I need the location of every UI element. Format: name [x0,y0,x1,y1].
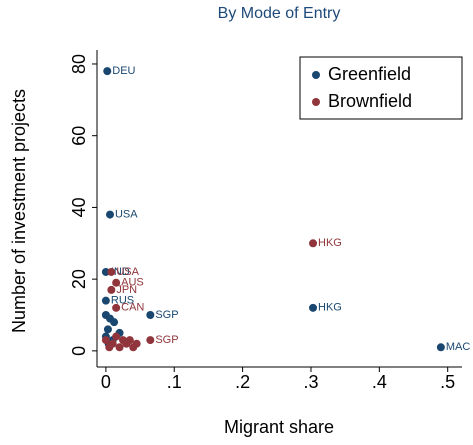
legend-marker [312,71,320,79]
point [436,343,445,352]
point-label: USA [116,266,139,278]
point [132,339,141,348]
point-label: AUS [121,277,144,289]
point [101,336,110,345]
point [125,336,134,345]
point-label: HKG [318,302,342,314]
point [112,303,121,312]
point [107,267,116,276]
point [103,325,112,334]
point [107,285,116,294]
point-label: SGP [155,309,178,321]
x-tick-label: .5 [440,372,455,392]
point-label: RUS [111,295,134,307]
point [101,296,110,305]
y-tick-label: 60 [69,126,89,146]
point [112,332,121,341]
point-label: HKG [318,237,342,249]
point [309,303,318,312]
point [101,267,110,276]
point-label: USA [115,208,138,220]
point [118,336,127,345]
point [110,318,119,327]
point [309,239,318,248]
legend-box [299,56,463,120]
point [146,336,155,345]
point [103,67,112,76]
x-tick-label: .3 [303,372,318,392]
x-tick-label: .2 [235,372,250,392]
y-tick-label: 80 [69,54,89,74]
x-tick-label: .1 [167,372,182,392]
point [115,343,124,352]
x-axis-title: Migrant share [224,417,334,437]
y-tick-label: 0 [69,346,89,356]
point [105,210,114,219]
point [112,278,121,287]
point-label: DEU [112,65,135,77]
point-label: IND [111,266,130,278]
y-tick-label: 20 [69,269,89,289]
point [146,311,155,319]
point-label: CAN [121,302,144,314]
y-axis-title: Number of investment projects [9,89,29,333]
point-label: SGP [155,334,178,346]
legend-marker [312,98,320,106]
point [105,343,114,352]
chart-title: By Mode of Entry [218,5,341,22]
legend-label: Brownfield [328,91,412,111]
legend-label: Greenfield [328,64,411,84]
x-tick-label: 0 [101,372,111,392]
x-tick-label: .4 [372,372,387,392]
point-label: MAC [446,341,471,353]
point-label: JPN [116,284,137,296]
y-tick-label: 40 [69,197,89,217]
